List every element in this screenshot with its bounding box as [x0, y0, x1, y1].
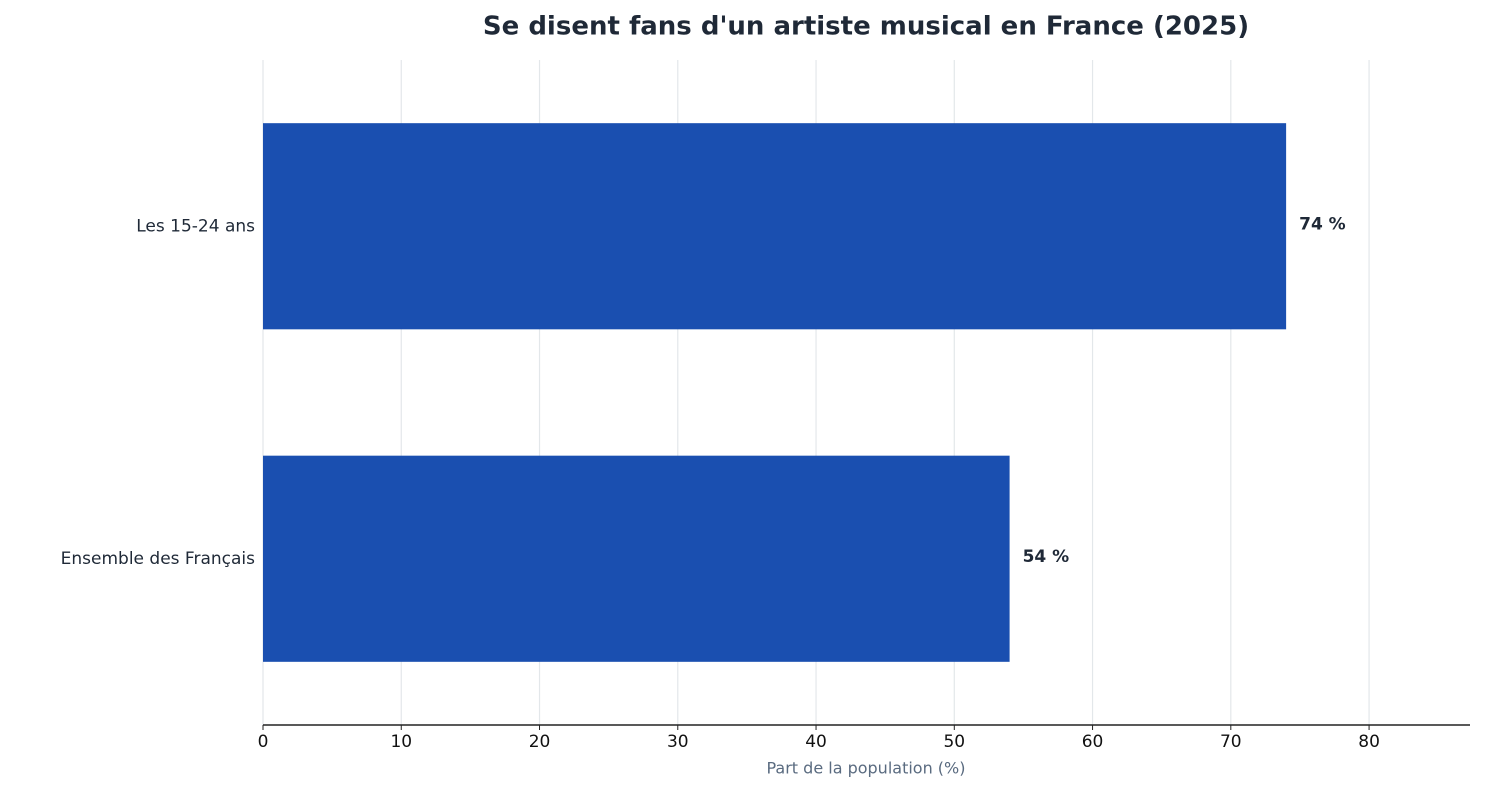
x-tick-label: 40: [805, 732, 827, 752]
y-tick-label: Les 15-24 ans: [136, 216, 255, 236]
bar: [263, 123, 1287, 330]
x-tick-label: 80: [1358, 732, 1380, 752]
value-label: 74 %: [1299, 214, 1346, 234]
x-tick-label: 10: [390, 732, 412, 752]
x-tick-label: 50: [943, 732, 965, 752]
x-tick-label: 60: [1082, 732, 1104, 752]
x-tick-label: 30: [667, 732, 689, 752]
chart-title: Se disent fans d'un artiste musical en F…: [483, 12, 1249, 42]
y-tick-label: Ensemble des Français: [61, 549, 255, 569]
x-tick-label: 0: [258, 732, 269, 752]
x-tick-label: 70: [1220, 732, 1242, 752]
x-tick-label: 20: [529, 732, 551, 752]
value-label: 54 %: [1023, 547, 1070, 567]
x-axis-label: Part de la population (%): [766, 759, 965, 778]
bar: [263, 455, 1010, 662]
